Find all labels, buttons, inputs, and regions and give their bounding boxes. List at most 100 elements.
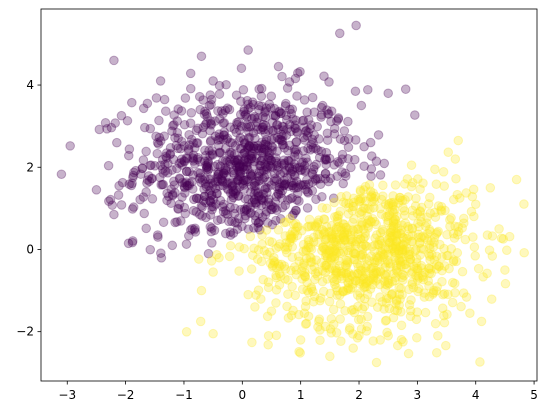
data-point-purple [194, 209, 205, 220]
data-point-yellow [263, 339, 273, 350]
data-point-yellow [353, 194, 364, 205]
data-point-purple [205, 196, 215, 206]
data-point-purple [307, 169, 318, 180]
data-point-yellow [397, 272, 407, 283]
data-point-yellow [414, 273, 425, 283]
data-point-purple [247, 97, 258, 107]
data-point-purple [337, 149, 348, 160]
data-point-purple [246, 171, 257, 181]
data-point-yellow [372, 267, 382, 277]
data-point-purple [128, 202, 139, 212]
data-point-yellow [281, 217, 291, 227]
data-point-yellow [326, 263, 337, 273]
data-point-purple [220, 155, 231, 166]
data-point-yellow [519, 247, 529, 258]
data-point-yellow [329, 244, 340, 254]
data-point-yellow [366, 273, 376, 284]
data-point-purple [295, 66, 305, 77]
data-point-purple [192, 138, 203, 148]
data-point-yellow [356, 209, 366, 219]
data-point-purple [255, 175, 265, 185]
data-point-yellow [304, 214, 315, 225]
data-point-purple [168, 154, 179, 165]
data-point-purple [195, 168, 205, 179]
data-point-purple [234, 136, 244, 146]
data-point-purple [175, 174, 185, 184]
data-point-purple [183, 144, 194, 154]
data-point-yellow [368, 268, 379, 279]
data-point-yellow [387, 276, 398, 287]
data-point-purple [291, 145, 302, 155]
data-point-yellow [313, 229, 323, 239]
data-point-yellow [412, 263, 423, 274]
data-point-yellow [385, 230, 395, 241]
data-point-purple [307, 168, 317, 178]
data-point-yellow [374, 256, 385, 267]
data-point-yellow [345, 323, 355, 333]
data-point-purple [270, 203, 280, 213]
data-point-yellow [318, 226, 329, 236]
data-point-yellow [371, 219, 381, 230]
data-point-yellow [431, 264, 442, 274]
data-point-yellow [357, 266, 367, 276]
data-point-purple [225, 137, 236, 148]
data-point-yellow [382, 211, 393, 221]
data-point-yellow [383, 215, 393, 226]
data-point-purple [172, 128, 183, 138]
data-point-yellow [354, 196, 365, 207]
data-point-purple [168, 120, 178, 131]
data-point-purple [225, 202, 235, 213]
data-point-yellow [336, 271, 346, 281]
data-point-purple [233, 116, 244, 127]
data-point-purple [258, 147, 269, 158]
data-point-yellow [370, 257, 380, 268]
data-point-purple [198, 195, 209, 206]
data-point-purple [204, 145, 214, 156]
data-point-purple [284, 156, 294, 166]
data-point-yellow [293, 221, 303, 232]
data-point-yellow [195, 316, 206, 327]
data-point-yellow [362, 211, 373, 222]
data-point-purple [200, 119, 211, 130]
data-point-purple [232, 224, 243, 234]
data-point-purple [279, 143, 290, 153]
data-point-yellow [347, 236, 357, 247]
data-point-purple [260, 120, 271, 131]
data-point-purple [238, 148, 249, 159]
data-point-yellow [328, 236, 339, 247]
data-point-purple [255, 225, 265, 235]
data-point-purple [271, 191, 282, 202]
data-point-purple [224, 216, 234, 227]
data-point-purple [302, 157, 313, 168]
data-point-purple [157, 164, 168, 174]
data-point-purple [169, 176, 179, 187]
data-point-yellow [368, 271, 379, 281]
data-point-yellow [245, 231, 256, 242]
data-point-purple [201, 164, 212, 175]
data-point-yellow [415, 207, 425, 217]
data-point-purple [277, 179, 287, 189]
data-point-yellow [336, 273, 347, 284]
data-point-yellow [327, 229, 338, 240]
data-point-yellow [312, 237, 323, 247]
data-point-purple [248, 143, 259, 154]
data-point-yellow [397, 244, 408, 255]
data-point-purple [268, 125, 278, 136]
data-point-yellow [407, 277, 418, 287]
data-point-yellow [367, 241, 377, 252]
data-point-purple [286, 126, 296, 137]
data-point-purple [135, 194, 145, 205]
data-point-yellow [358, 274, 369, 285]
data-point-yellow [415, 238, 425, 249]
data-point-purple [302, 203, 313, 213]
data-point-yellow [275, 271, 286, 281]
data-point-purple [231, 186, 241, 197]
data-point-yellow [304, 221, 314, 232]
data-point-yellow [431, 286, 442, 296]
data-point-yellow [300, 272, 311, 282]
data-point-purple [191, 138, 202, 148]
data-point-yellow [362, 311, 373, 322]
data-point-yellow [393, 245, 404, 256]
data-point-purple [259, 172, 270, 183]
data-point-yellow [181, 327, 192, 337]
